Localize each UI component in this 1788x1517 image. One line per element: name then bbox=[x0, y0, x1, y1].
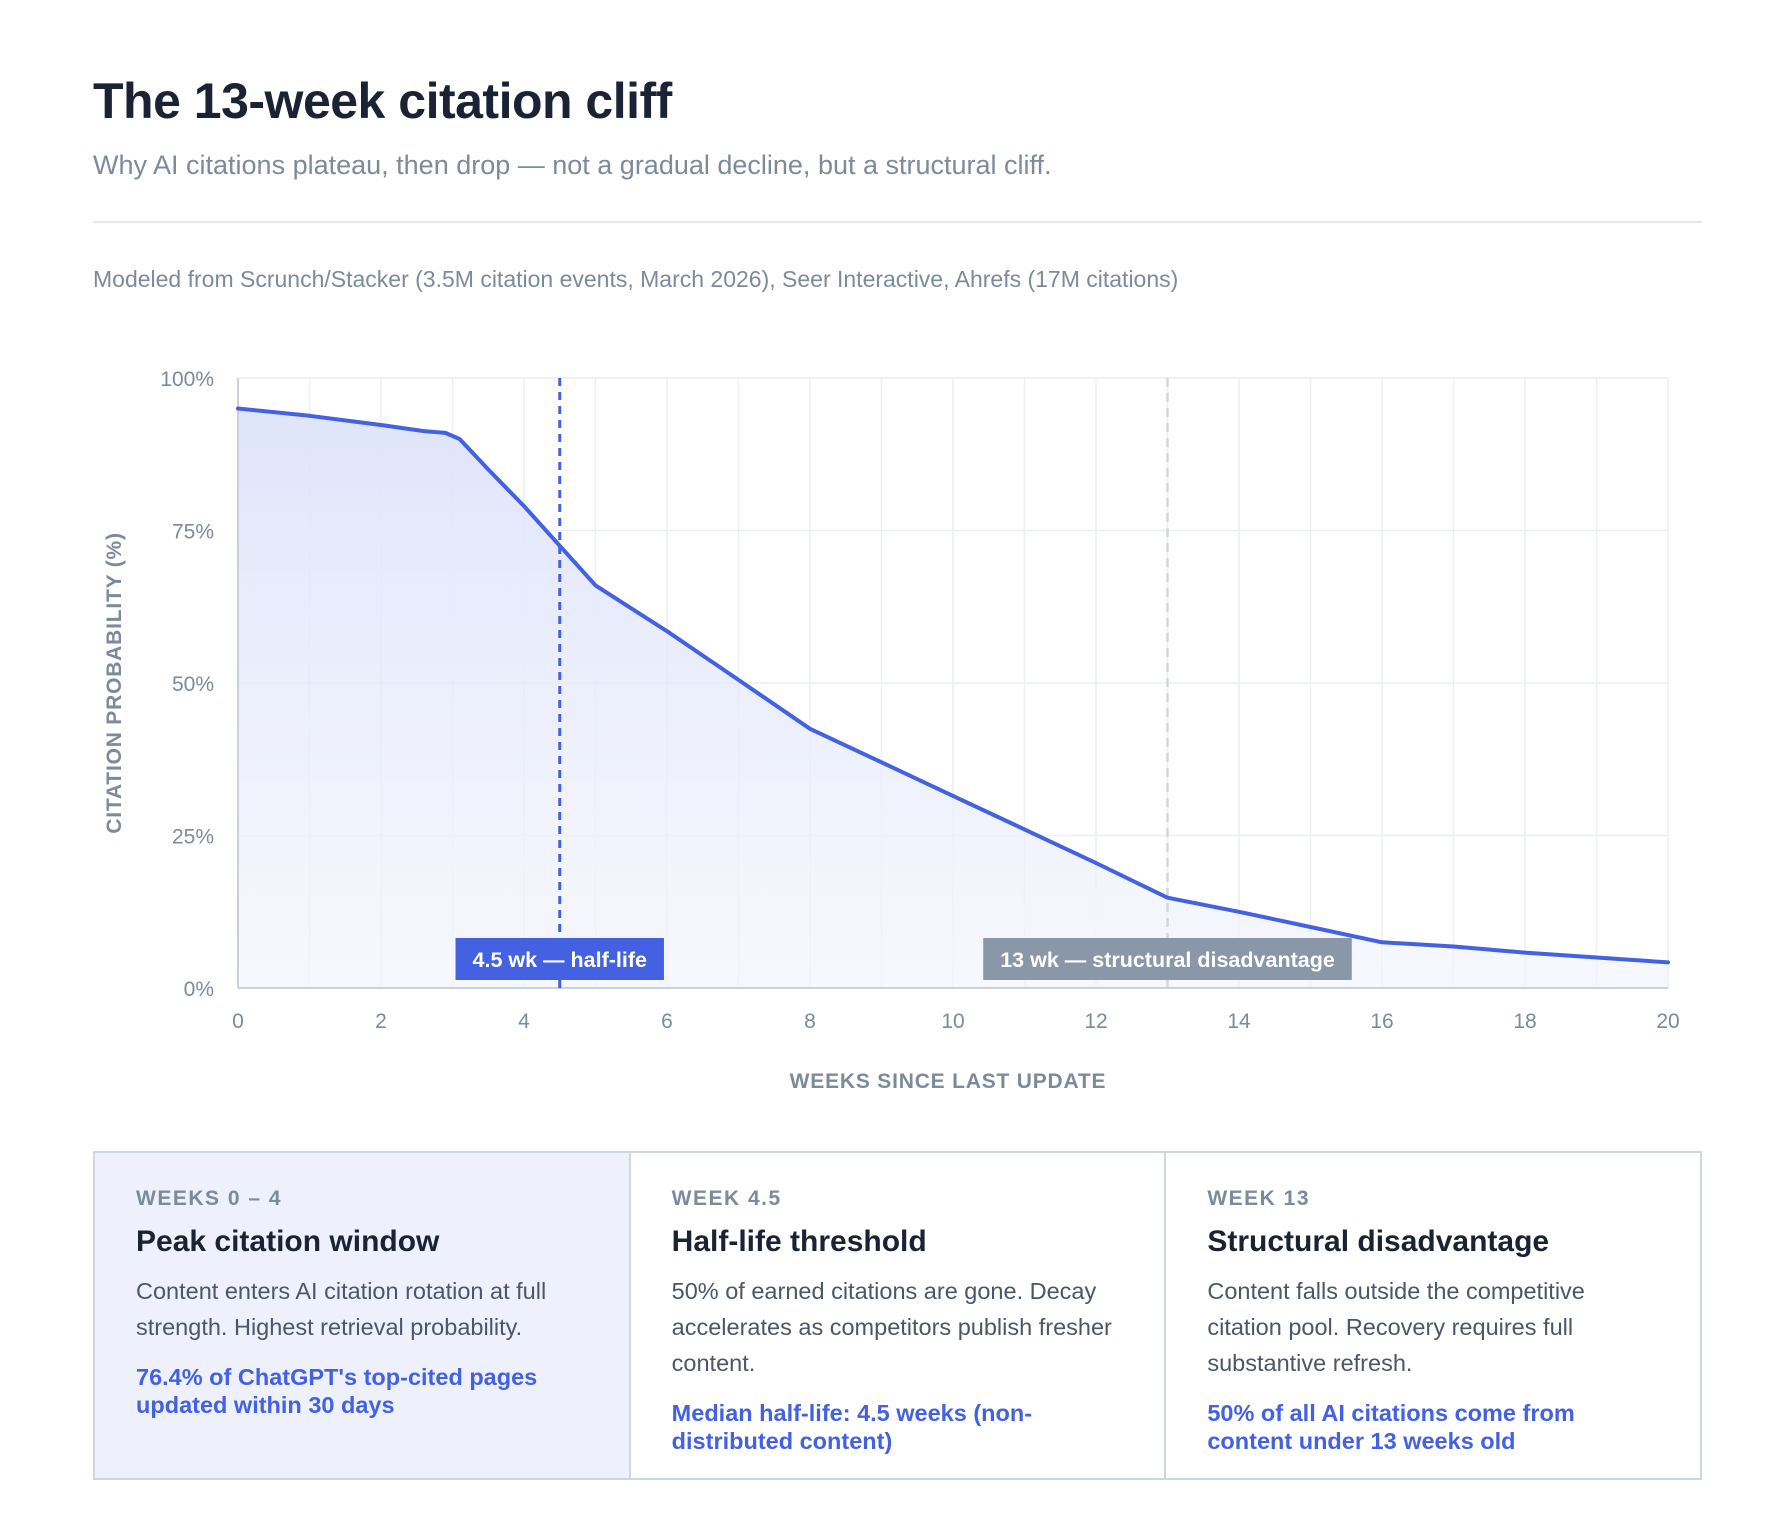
x-tick-label: 2 bbox=[375, 1010, 387, 1033]
x-tick-label: 0 bbox=[232, 1010, 244, 1033]
x-tick-label: 12 bbox=[1084, 1010, 1107, 1033]
x-tick-label: 14 bbox=[1227, 1010, 1251, 1033]
insight-cards: WEEKS 0 – 4 Peak citation window Content… bbox=[93, 1151, 1702, 1480]
area-fill bbox=[238, 408, 1668, 988]
card-half-life: WEEK 4.5 Half-life threshold 50% of earn… bbox=[630, 1153, 1167, 1478]
half-life-label: 4.5 wk — half-life bbox=[473, 948, 647, 972]
citation-decay-chart: 0 2 4 6 8 10 12 14 16 18 20 0% 25% 50% 75% 100% WEEKS S… bbox=[103, 368, 1680, 1093]
decay-line bbox=[236, 406, 1670, 965]
x-axis-title: WEEKS SINCE LAST UPDATE bbox=[790, 1070, 1107, 1093]
cliff-label: 13 wk — structural disadvantage bbox=[1000, 948, 1335, 972]
x-tick-label: 20 bbox=[1656, 1010, 1679, 1033]
x-tick-label: 16 bbox=[1370, 1010, 1393, 1033]
y-tick-label: 25% bbox=[172, 826, 214, 849]
card-stat: 50% of all AI citations come from conten… bbox=[1207, 1400, 1575, 1454]
x-tick-label: 4 bbox=[518, 1010, 530, 1033]
card-peak-window: WEEKS 0 – 4 Peak citation window Content… bbox=[95, 1153, 631, 1478]
tick-labels: 0 2 4 6 8 10 12 14 16 18 20 0% 25% 50% 75% 100% bbox=[160, 368, 1679, 1033]
x-tick-label: 6 bbox=[661, 1010, 673, 1033]
axes bbox=[237, 378, 1668, 989]
y-tick-label: 100% bbox=[160, 368, 214, 391]
cliff-label-box bbox=[983, 938, 1352, 980]
header-divider bbox=[93, 221, 1702, 223]
card-eyebrow: WEEK 13 bbox=[1207, 1187, 1311, 1210]
card-structural-disadvantage: WEEK 13 Structural disadvantage Content … bbox=[1166, 1153, 1701, 1478]
y-tick-label: 75% bbox=[172, 521, 214, 544]
card-stat: 76.4% of ChatGPT's top-cited pages updat… bbox=[136, 1364, 538, 1418]
page-subtitle: Why AI citations plateau, then drop — no… bbox=[93, 150, 1052, 180]
y-tick-label: 50% bbox=[172, 673, 214, 696]
card-eyebrow: WEEK 4.5 bbox=[671, 1187, 782, 1210]
card-title: Peak citation window bbox=[136, 1225, 440, 1258]
card-stat: Median half-life: 4.5 weeks (non-distrib… bbox=[671, 1400, 1033, 1454]
card-body: Content falls outside the competitive ci… bbox=[1207, 1278, 1585, 1376]
x-tick-label: 10 bbox=[941, 1010, 964, 1033]
half-life-label-box bbox=[455, 938, 664, 980]
card-title: Half-life threshold bbox=[671, 1225, 927, 1258]
axis-labels: WEEKS SINCE LAST UPDATE CITATION PROBABIL… bbox=[103, 532, 1106, 1093]
annotation-labels: 4.5 wk — half-life 13 wk — structural dis… bbox=[455, 938, 1352, 980]
x-tick-label: 18 bbox=[1513, 1010, 1536, 1033]
y-axis-title: CITATION PROBABILITY (%) bbox=[103, 532, 126, 834]
card-title: Structural disadvantage bbox=[1207, 1225, 1550, 1258]
card-body: 50% of earned citations are gone. Decay … bbox=[671, 1278, 1112, 1376]
x-tick-label: 8 bbox=[804, 1010, 816, 1033]
card-body: Content enters AI citation rotation at f… bbox=[136, 1278, 547, 1340]
card-eyebrow: WEEKS 0 – 4 bbox=[136, 1187, 283, 1210]
page-title: The 13-week citation cliff bbox=[93, 73, 672, 129]
annotation-markers bbox=[558, 378, 1169, 988]
source-note: Modeled from Scrunch/Stacker (3.5M citat… bbox=[93, 266, 1179, 292]
y-tick-label: 0% bbox=[184, 978, 214, 1001]
